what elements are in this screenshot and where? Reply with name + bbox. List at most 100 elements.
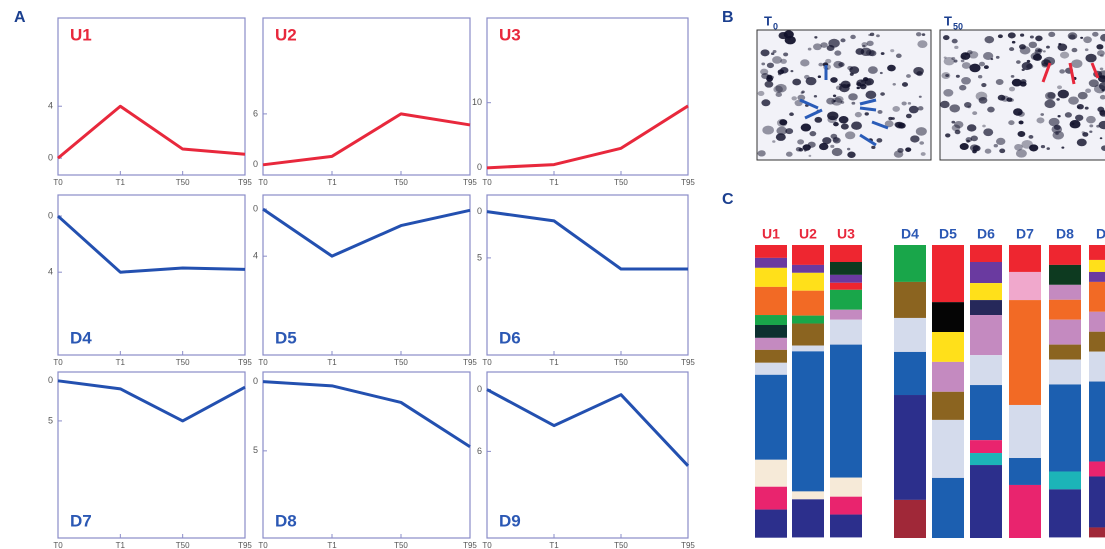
- bar-segment: [894, 282, 926, 318]
- bar-segment: [1049, 300, 1081, 320]
- data-line: [263, 209, 470, 256]
- gel-spot: [905, 147, 911, 152]
- gel-spot: [876, 138, 882, 142]
- y-tick-label: 0: [48, 210, 53, 220]
- gel-spot: [890, 49, 894, 52]
- gel-spot: [806, 77, 817, 85]
- bar-segment: [970, 453, 1002, 465]
- gel-spot: [983, 128, 993, 136]
- gel-spot: [913, 67, 924, 75]
- bar-segment: [755, 350, 787, 363]
- bar-segment: [830, 245, 862, 262]
- gel-spot: [868, 66, 878, 74]
- gel-spot: [906, 114, 912, 119]
- gel-spot: [1012, 79, 1022, 87]
- bar-segment: [1089, 312, 1105, 332]
- gel-spot: [906, 74, 911, 78]
- gel-spot: [910, 135, 919, 142]
- bar-segment: [830, 283, 862, 290]
- chart-title: U2: [275, 25, 297, 44]
- x-tick-label: T50: [394, 541, 408, 549]
- bar-segment: [1049, 265, 1081, 285]
- gel-spot: [1056, 98, 1060, 101]
- gel-spot: [1060, 52, 1069, 59]
- x-tick-label: T0: [53, 358, 63, 367]
- gel-spot: [855, 112, 862, 117]
- gel-spot: [762, 126, 774, 135]
- bar-segment: [830, 497, 862, 515]
- y-tick-label: 0: [48, 375, 53, 385]
- gel-spot: [1019, 121, 1024, 125]
- gel-spot: [847, 148, 850, 151]
- bar-segment: [970, 262, 1002, 283]
- bar-segment: [932, 245, 964, 302]
- x-tick-label: T50: [614, 178, 628, 187]
- gel-spot: [1075, 115, 1083, 121]
- bar-segment: [755, 245, 787, 258]
- bar-segment: [1049, 471, 1081, 489]
- bar-segment: [970, 245, 1002, 262]
- gel-spot: [959, 85, 966, 91]
- bar-segment: [755, 315, 787, 325]
- bar-segment: [830, 515, 862, 538]
- gel-spot: [792, 79, 801, 86]
- bar-segment: [932, 302, 964, 332]
- panel-label: C: [722, 191, 734, 208]
- gel-spot: [1008, 32, 1016, 38]
- panel-label: B: [722, 9, 734, 26]
- bar-segment: [755, 268, 787, 287]
- x-tick-label: T0: [258, 358, 268, 367]
- x-tick-label: T1: [116, 178, 126, 187]
- gel-spot: [834, 50, 841, 55]
- gel-spot: [833, 95, 836, 98]
- gel-spot: [1047, 147, 1050, 150]
- chart-title: D7: [70, 511, 92, 530]
- gel-label-sub: 50: [953, 21, 963, 31]
- gel-spot: [822, 137, 831, 144]
- bar-segment: [1009, 458, 1041, 485]
- gel-spot: [1083, 36, 1092, 43]
- gel-spot: [954, 46, 958, 49]
- gel-spot: [877, 110, 882, 114]
- bar-segment: [1089, 352, 1105, 382]
- gel-spot: [861, 48, 872, 56]
- x-tick-label: T95: [238, 178, 252, 187]
- gel-spot: [967, 50, 973, 54]
- gel-spot: [786, 152, 793, 157]
- gel-spot: [943, 89, 953, 97]
- gel-spot: [1085, 88, 1091, 93]
- bar-segment: [755, 258, 787, 268]
- chart-title: D8: [275, 511, 297, 530]
- gel-spot: [1097, 50, 1105, 56]
- gel-spot: [1089, 124, 1093, 127]
- gel-spot: [880, 92, 885, 96]
- bar-label: D5: [939, 226, 957, 242]
- data-line: [58, 381, 245, 421]
- bar-segment: [830, 290, 862, 310]
- y-tick-label: 0: [253, 159, 258, 169]
- gel-spot: [970, 144, 979, 151]
- chart-title: D6: [499, 328, 521, 347]
- x-tick-label: T50: [394, 178, 408, 187]
- gel-spot: [835, 96, 844, 103]
- gel-spot: [891, 117, 894, 120]
- gel-spot: [814, 36, 817, 38]
- gel-spot: [773, 86, 782, 93]
- bar-segment: [755, 375, 787, 460]
- gel-spot: [887, 65, 896, 72]
- y-tick-label: 4: [48, 267, 53, 277]
- y-tick-label: 5: [253, 445, 258, 455]
- gel-spot: [876, 34, 880, 37]
- gel-spot: [943, 35, 950, 40]
- bar-segment: [932, 332, 964, 362]
- bar-segment: [830, 275, 862, 283]
- gel-spot: [1057, 85, 1062, 89]
- x-tick-label: T1: [116, 541, 126, 549]
- gel-spot: [1035, 36, 1042, 42]
- gel-spot: [896, 54, 902, 58]
- gel-spot: [1071, 59, 1082, 68]
- gel-spot: [862, 45, 865, 48]
- gel-spot: [761, 63, 765, 66]
- bar-segment: [1089, 462, 1105, 477]
- bar-segment: [792, 499, 824, 537]
